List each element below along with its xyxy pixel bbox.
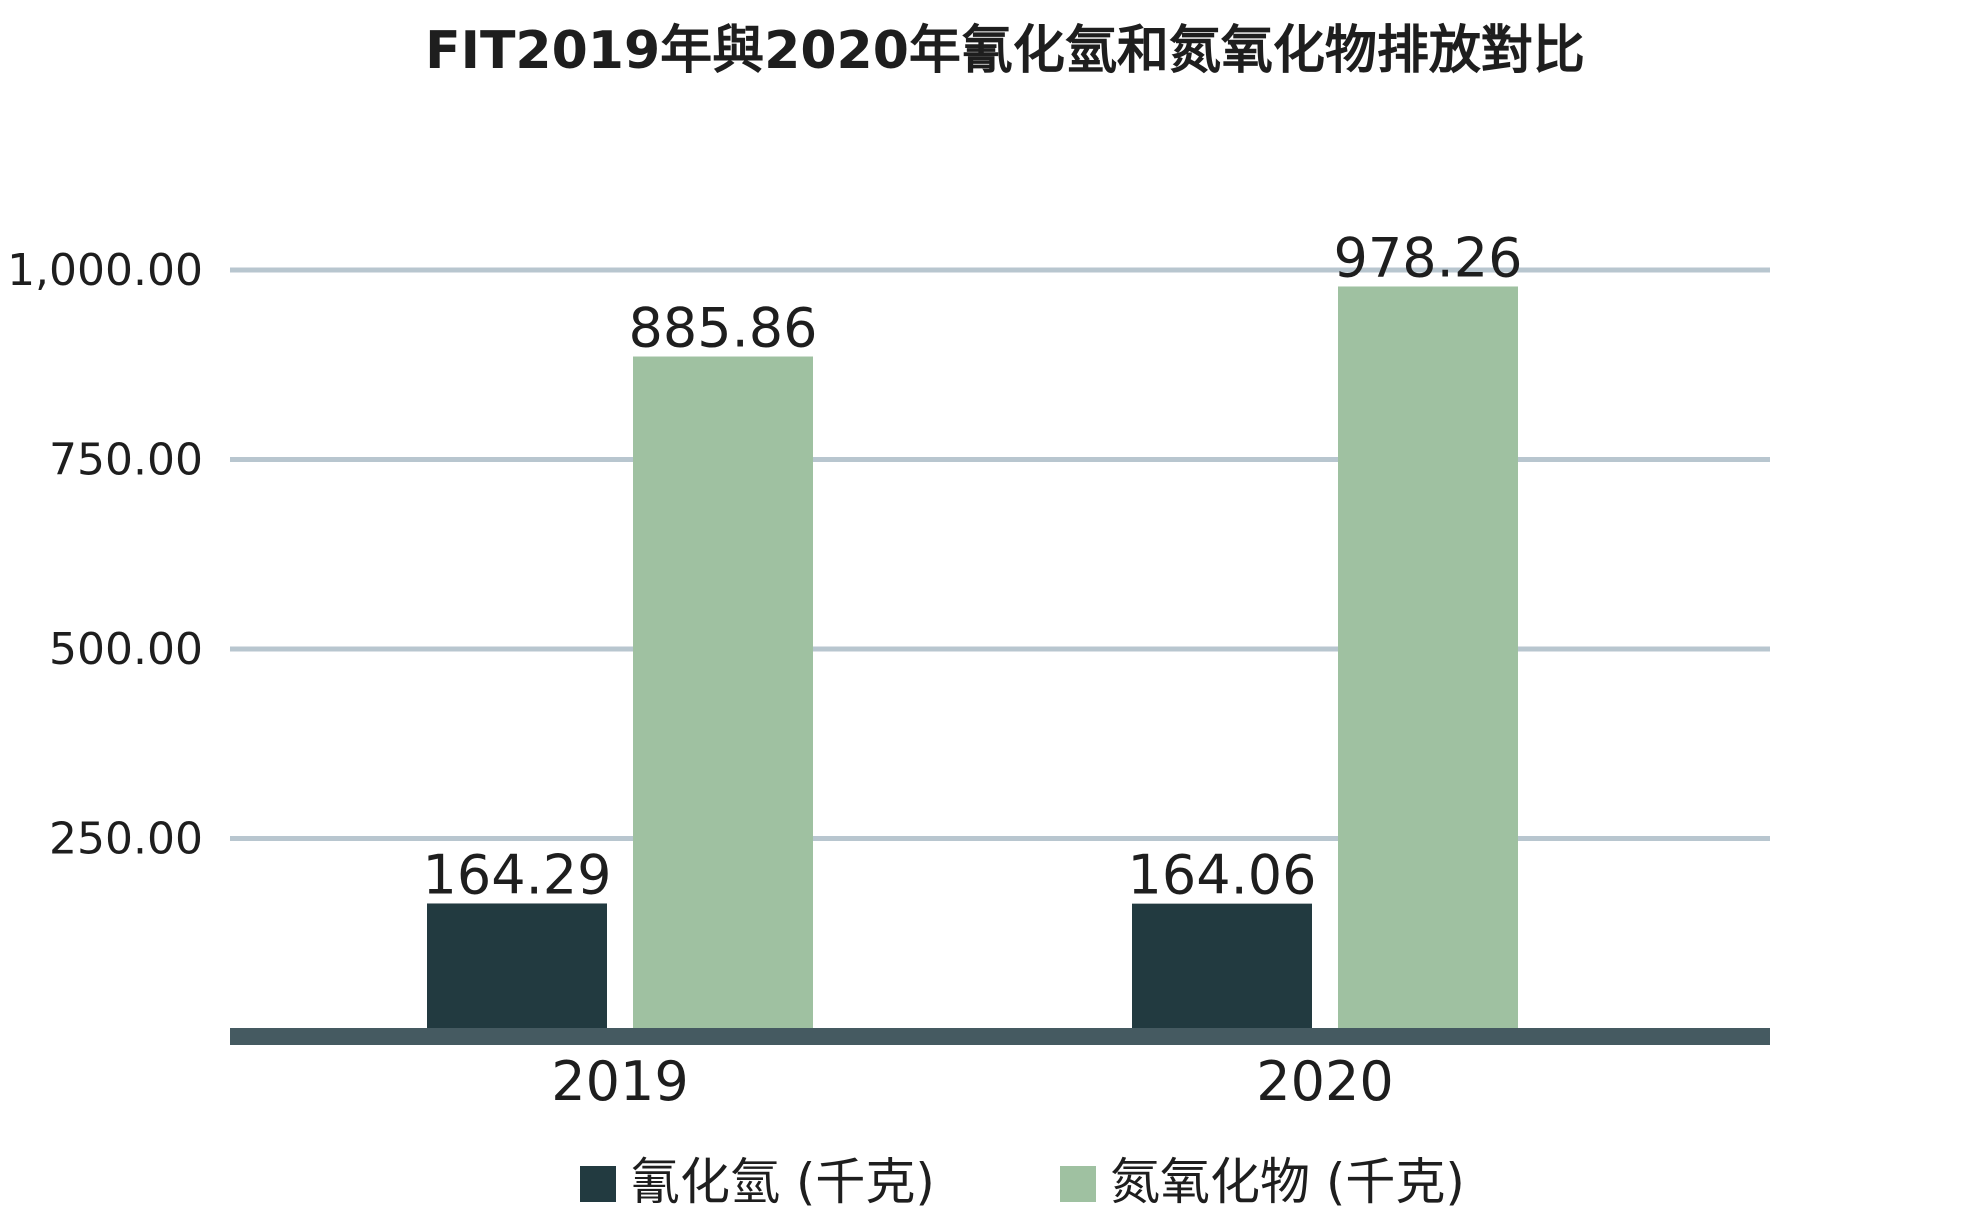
y-tick-label: 250.00 [49, 814, 203, 865]
x-category-label: 2020 [1256, 1050, 1393, 1113]
legend-label: 氰化氫 (千克) [630, 1153, 935, 1211]
bar [1132, 903, 1312, 1028]
x-category-label: 2019 [551, 1050, 688, 1113]
legend-label: 氮氧化物 (千克) [1110, 1153, 1465, 1211]
value-labels: 164.29 885.86 164.06 978.26 [423, 226, 1523, 906]
bar [427, 903, 607, 1028]
y-axis-tick-labels: 250.00 500.00 750.00 1,000.00 [7, 245, 203, 865]
x-axis-category-labels: 2019 2020 [551, 1050, 1393, 1113]
legend: 氰化氫 (千克) 氮氧化物 (千克) [580, 1153, 1465, 1211]
x-axis-baseline-bar [230, 1028, 1770, 1045]
y-tick-label: 500.00 [49, 624, 203, 675]
legend-swatch [580, 1166, 616, 1202]
bar [1338, 286, 1518, 1029]
x-axis-baseline [230, 1028, 1770, 1045]
bars [427, 286, 1518, 1029]
bar [633, 356, 813, 1028]
value-label: 164.06 [1128, 844, 1317, 907]
value-label: 164.29 [423, 843, 612, 906]
y-tick-label: 750.00 [49, 435, 203, 486]
value-label: 978.26 [1334, 226, 1523, 289]
legend-swatch [1060, 1166, 1096, 1202]
value-label: 885.86 [629, 297, 818, 360]
chart-title: FIT2019年與2020年氰化氫和氮氧化物排放對比 [425, 21, 1585, 81]
gridlines [230, 267, 1770, 841]
y-tick-label: 1,000.00 [7, 245, 203, 296]
